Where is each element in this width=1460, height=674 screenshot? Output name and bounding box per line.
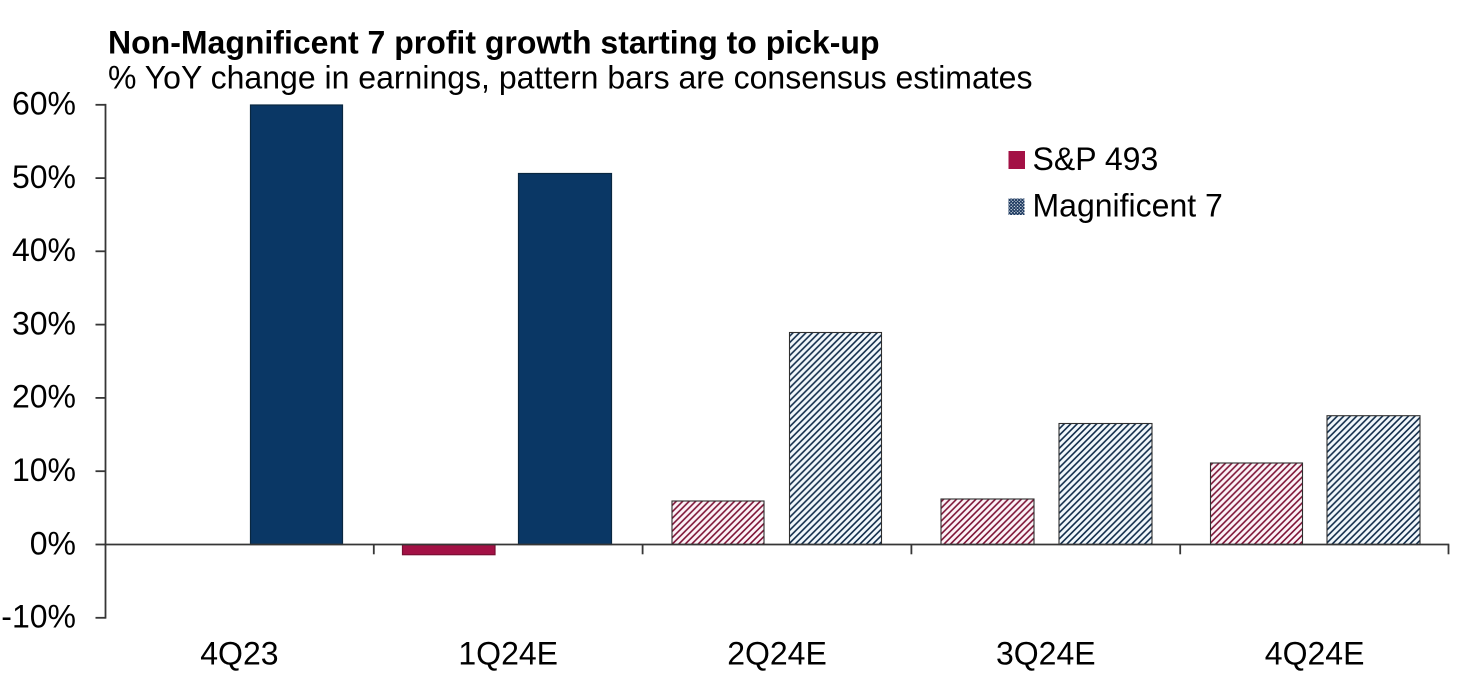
svg-text:0%: 0% [30, 525, 76, 561]
svg-text:-10%: -10% [1, 599, 76, 635]
svg-text:1Q24E: 1Q24E [458, 636, 558, 672]
svg-text:Non-Magnificent 7 profit growt: Non-Magnificent 7 profit growth starting… [108, 25, 880, 61]
svg-text:4Q24E: 4Q24E [1265, 636, 1365, 672]
svg-text:50%: 50% [12, 159, 76, 195]
svg-text:Magnificent 7: Magnificent 7 [1033, 187, 1223, 223]
svg-text:S&P 493: S&P 493 [1033, 141, 1159, 177]
svg-text:% YoY change in earnings, patt: % YoY change in earnings, pattern bars a… [108, 59, 1032, 95]
svg-text:2Q24E: 2Q24E [727, 636, 827, 672]
svg-text:40%: 40% [12, 232, 76, 268]
svg-text:4Q23: 4Q23 [200, 636, 278, 672]
svg-text:60%: 60% [12, 86, 76, 122]
svg-text:10%: 10% [12, 452, 76, 488]
svg-text:20%: 20% [12, 379, 76, 415]
svg-text:30%: 30% [12, 305, 76, 341]
svg-text:3Q24E: 3Q24E [996, 636, 1096, 672]
